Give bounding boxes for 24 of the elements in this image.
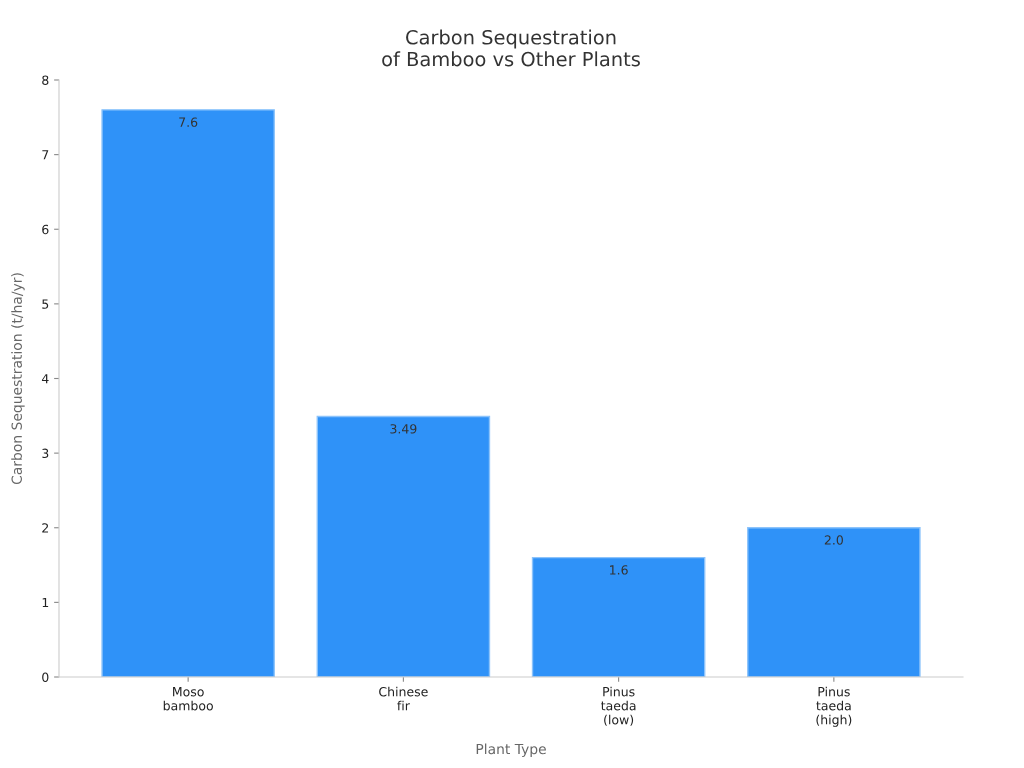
data-label: 1.6	[610, 565, 628, 575]
y-tick-label: 5	[42, 299, 49, 309]
data-label: 2.0	[824, 535, 843, 545]
y-tick-label: 4	[41, 374, 49, 384]
x-axis-title: Plant Type	[476, 743, 546, 757]
bar	[747, 527, 921, 677]
y-tick-label: 6	[42, 224, 49, 235]
chart-title: Carbon Sequestration of Bamboo vs Other Plants	[382, 29, 640, 67]
data-label: 7.6	[179, 117, 198, 127]
data-label: 3.49	[390, 424, 417, 434]
y-tick-label: 1	[42, 598, 49, 608]
x-tick-label: Chinese fir	[379, 686, 428, 711]
y-axis-title: Carbon Sequestration (t/ha/yr)	[11, 273, 25, 485]
bar	[101, 109, 275, 677]
y-tick-label: 3	[42, 448, 49, 459]
y-tick-label: 0	[42, 672, 49, 682]
y-tick-label: 2	[42, 523, 49, 533]
x-tick-label: Pinus taeda (high)	[816, 686, 852, 727]
x-tick-label: Pinus taeda (low)	[601, 686, 636, 726]
bar	[316, 415, 491, 677]
bar	[531, 556, 706, 677]
x-tick-label: Moso bamboo	[163, 687, 213, 711]
y-tick-label: 8	[42, 75, 49, 85]
y-tick-label: 7	[42, 150, 49, 160]
